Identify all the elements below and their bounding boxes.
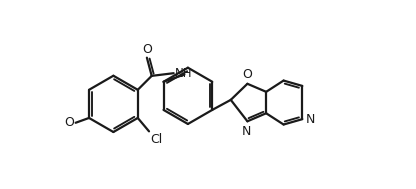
- Text: Cl: Cl: [150, 133, 162, 146]
- Text: O: O: [142, 43, 152, 56]
- Text: N: N: [242, 125, 252, 138]
- Text: NH: NH: [175, 67, 193, 80]
- Text: O: O: [64, 116, 74, 129]
- Text: N: N: [306, 113, 315, 126]
- Text: O: O: [242, 67, 252, 81]
